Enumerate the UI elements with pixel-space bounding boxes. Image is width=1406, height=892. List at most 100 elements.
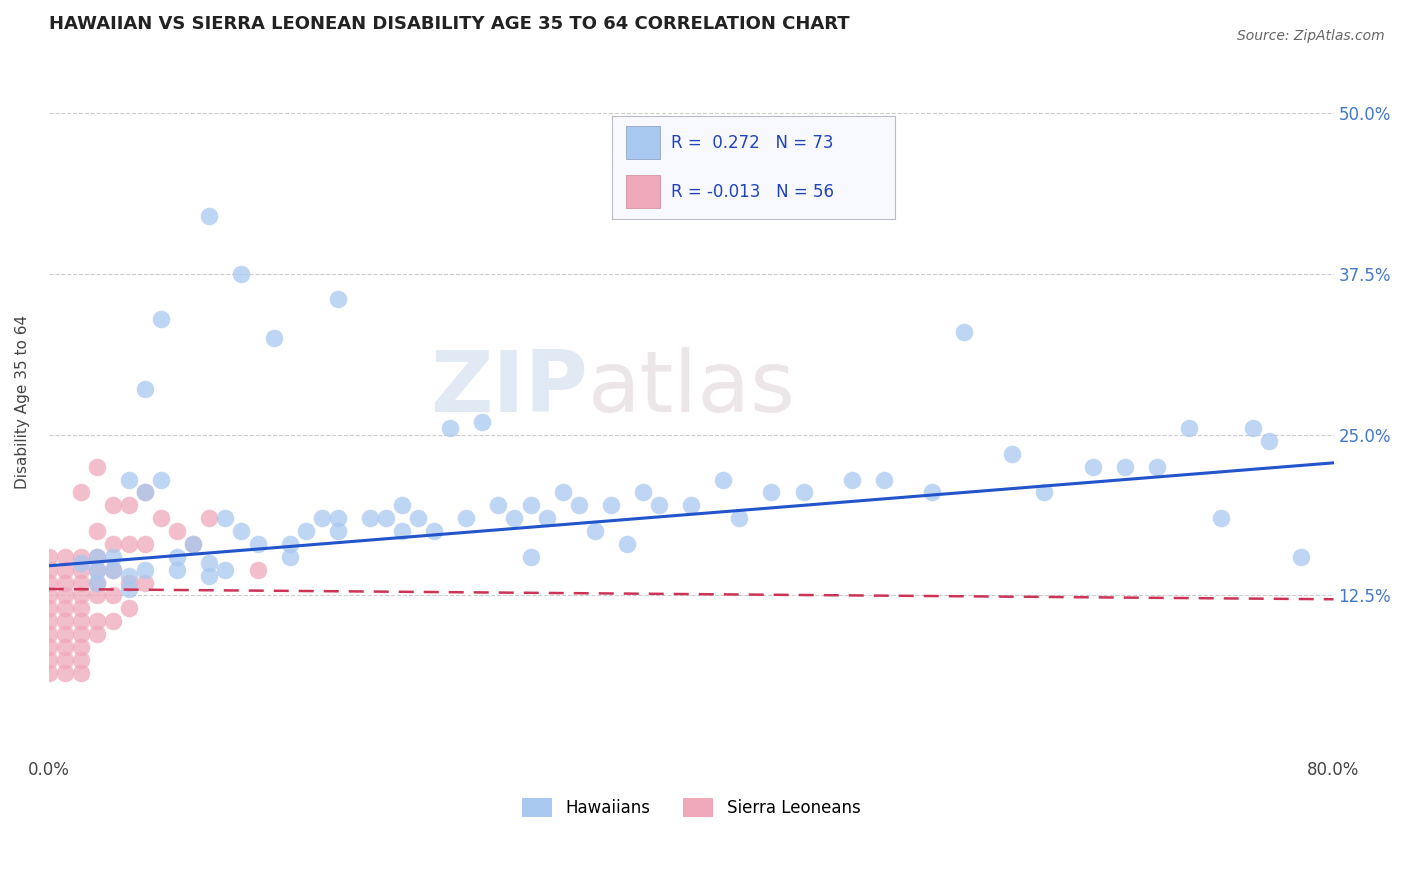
Point bbox=[761, 485, 783, 500]
Point bbox=[1001, 447, 1024, 461]
Point bbox=[70, 665, 93, 680]
Point bbox=[150, 511, 173, 525]
Point bbox=[86, 549, 108, 564]
Point bbox=[86, 563, 108, 577]
Point bbox=[1033, 485, 1056, 500]
Point bbox=[631, 485, 654, 500]
Point bbox=[198, 209, 221, 223]
Point bbox=[568, 498, 591, 512]
Point bbox=[53, 614, 76, 628]
Point bbox=[70, 640, 93, 654]
Point bbox=[519, 498, 541, 512]
Point bbox=[326, 511, 349, 525]
Point bbox=[134, 485, 156, 500]
Point bbox=[86, 549, 108, 564]
Point bbox=[53, 640, 76, 654]
Point bbox=[53, 549, 76, 564]
Point bbox=[38, 575, 60, 590]
Point bbox=[1291, 549, 1313, 564]
Point bbox=[263, 331, 285, 345]
Point bbox=[86, 588, 108, 602]
Point bbox=[359, 511, 381, 525]
Point bbox=[150, 473, 173, 487]
Point bbox=[70, 614, 93, 628]
Point bbox=[551, 485, 574, 500]
Point bbox=[118, 498, 141, 512]
Point bbox=[118, 601, 141, 615]
Point bbox=[101, 614, 124, 628]
Point bbox=[616, 537, 638, 551]
Point bbox=[681, 498, 703, 512]
Point bbox=[728, 511, 751, 525]
Point bbox=[101, 588, 124, 602]
Point bbox=[231, 524, 253, 538]
Point bbox=[214, 511, 236, 525]
Text: atlas: atlas bbox=[588, 347, 796, 430]
Legend: Hawaiians, Sierra Leoneans: Hawaiians, Sierra Leoneans bbox=[513, 790, 869, 826]
Point bbox=[375, 511, 398, 525]
Point bbox=[38, 614, 60, 628]
Point bbox=[536, 511, 558, 525]
Point bbox=[118, 473, 141, 487]
Point bbox=[921, 485, 943, 500]
Point bbox=[53, 653, 76, 667]
Point bbox=[406, 511, 429, 525]
Point bbox=[134, 485, 156, 500]
Point bbox=[101, 563, 124, 577]
Point bbox=[86, 459, 108, 474]
Point bbox=[246, 563, 269, 577]
FancyBboxPatch shape bbox=[626, 176, 659, 208]
Point bbox=[246, 537, 269, 551]
Point bbox=[70, 563, 93, 577]
Point bbox=[134, 563, 156, 577]
Point bbox=[70, 653, 93, 667]
Point bbox=[38, 601, 60, 615]
Point bbox=[86, 575, 108, 590]
Point bbox=[70, 575, 93, 590]
Point bbox=[326, 293, 349, 307]
Point bbox=[134, 383, 156, 397]
Point bbox=[150, 311, 173, 326]
Point bbox=[1178, 421, 1201, 435]
Point bbox=[198, 569, 221, 583]
Point bbox=[503, 511, 526, 525]
Point bbox=[793, 485, 815, 500]
Point bbox=[134, 537, 156, 551]
Point bbox=[101, 498, 124, 512]
Point bbox=[278, 537, 301, 551]
Point bbox=[439, 421, 461, 435]
Point bbox=[1081, 459, 1104, 474]
Point bbox=[391, 524, 413, 538]
Point bbox=[53, 563, 76, 577]
Point bbox=[486, 498, 509, 512]
Point bbox=[134, 575, 156, 590]
Point bbox=[1114, 459, 1136, 474]
Point bbox=[101, 549, 124, 564]
Point bbox=[38, 549, 60, 564]
Point bbox=[86, 524, 108, 538]
Point bbox=[1241, 421, 1264, 435]
Text: ZIP: ZIP bbox=[430, 347, 588, 430]
Point bbox=[311, 511, 333, 525]
Point bbox=[166, 549, 188, 564]
Point bbox=[391, 498, 413, 512]
Point bbox=[1209, 511, 1232, 525]
Point bbox=[53, 665, 76, 680]
Point bbox=[53, 601, 76, 615]
Point bbox=[711, 473, 734, 487]
Point bbox=[198, 556, 221, 570]
Point bbox=[101, 563, 124, 577]
Point bbox=[471, 415, 494, 429]
Text: R =  0.272   N = 73: R = 0.272 N = 73 bbox=[671, 134, 834, 152]
Point bbox=[70, 549, 93, 564]
Point bbox=[181, 537, 204, 551]
Point bbox=[38, 640, 60, 654]
Text: HAWAIIAN VS SIERRA LEONEAN DISABILITY AGE 35 TO 64 CORRELATION CHART: HAWAIIAN VS SIERRA LEONEAN DISABILITY AG… bbox=[49, 15, 849, 33]
Point bbox=[166, 524, 188, 538]
Point bbox=[519, 549, 541, 564]
Point bbox=[118, 575, 141, 590]
FancyBboxPatch shape bbox=[626, 127, 659, 159]
Point bbox=[583, 524, 606, 538]
Point bbox=[456, 511, 478, 525]
Point bbox=[198, 511, 221, 525]
